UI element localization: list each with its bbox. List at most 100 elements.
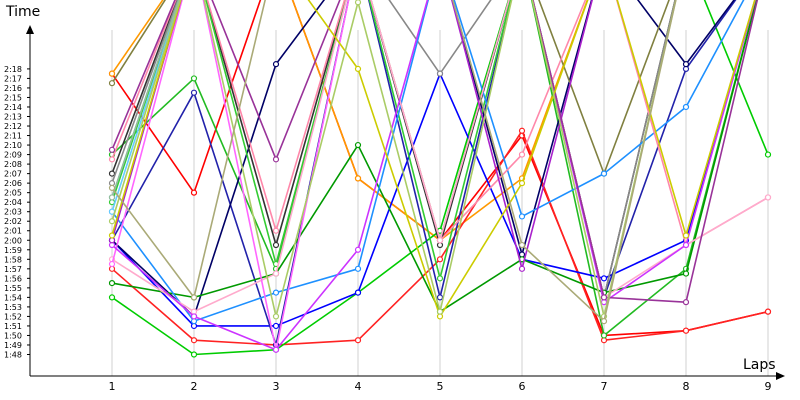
y-tick-label: 1:50 [4, 331, 22, 340]
y-axis-arrow-icon [26, 25, 34, 34]
data-point [682, 232, 690, 239]
data-point [354, 265, 362, 272]
x-tick-label: 5 [437, 380, 444, 393]
axes: Time Laps [5, 4, 785, 380]
series-26 [108, 0, 677, 325]
x-tick-label: 4 [355, 380, 362, 393]
y-tick-label: 2:06 [4, 179, 22, 188]
data-point [436, 308, 444, 315]
y-tick-label: 2:02 [4, 217, 22, 226]
data-point [108, 156, 116, 163]
x-tick-label: 6 [519, 380, 526, 393]
data-point [190, 351, 198, 358]
y-tick-label: 2:04 [4, 198, 22, 207]
data-point [108, 146, 116, 153]
data-point [108, 80, 116, 87]
data-point [108, 280, 116, 287]
x-tick-labels: 1 2 3 4 5 6 7 8 9 [109, 380, 772, 393]
y-tick-label: 2:08 [4, 160, 22, 169]
data-point [108, 170, 116, 177]
y-tick-label: 1:56 [4, 274, 22, 283]
data-point [436, 294, 444, 301]
data-point [272, 289, 280, 296]
data-point [354, 141, 362, 149]
data-point [190, 89, 198, 96]
data-point [190, 189, 198, 196]
data-point [354, 65, 362, 73]
y-tick-label: 2:07 [4, 170, 22, 179]
y-tick-label: 1:51 [4, 322, 22, 331]
series-23 [108, 0, 756, 320]
y-tick-label: 1:54 [4, 293, 22, 302]
data-point [436, 256, 444, 263]
data-point [272, 322, 280, 330]
data-point [108, 232, 116, 239]
y-tick-label: 2:14 [4, 103, 22, 112]
y-tick-label: 1:49 [4, 341, 22, 350]
data-point [600, 294, 608, 301]
series-line [111, 0, 670, 175]
data-point [682, 241, 690, 249]
data-point [108, 294, 116, 301]
series-line [111, 0, 350, 351]
data-point [682, 103, 690, 111]
y-tick-label: 2:16 [4, 84, 22, 93]
y-tick-label: 2:09 [4, 151, 22, 160]
data-point [682, 299, 690, 306]
data-point [108, 218, 116, 225]
series-25 [108, 0, 180, 201]
y-tick-label: 2:15 [4, 93, 22, 102]
grid [111, 30, 769, 376]
y-tick-label: 2:13 [4, 113, 22, 122]
data-point [190, 75, 198, 82]
y-tick-label: 2:18 [4, 65, 22, 74]
y-tick-label: 2:17 [4, 74, 22, 83]
data-point [436, 275, 444, 282]
data-point [354, 337, 362, 344]
series-21 [108, 0, 593, 272]
y-tick-label: 1:52 [4, 312, 22, 321]
y-tick-label: 1:58 [4, 255, 22, 264]
y-axis-title: Time [5, 4, 40, 20]
data-point [600, 170, 608, 177]
data-point [682, 61, 690, 68]
data-point [272, 241, 280, 249]
series-line [111, 0, 759, 303]
series-line [111, 0, 677, 322]
data-point [682, 270, 690, 277]
y-tick-labels: 1:481:491:501:511:521:531:541:551:561:57… [4, 65, 30, 360]
y-tick-label: 2:10 [4, 141, 22, 150]
y-tick-label: 2:03 [4, 208, 22, 217]
x-tick-label: 7 [601, 380, 608, 393]
series-10 [108, 0, 676, 301]
data-point [354, 0, 362, 6]
y-tick-label: 1:48 [4, 351, 22, 360]
series-22 [108, 0, 759, 306]
data-point [518, 265, 526, 272]
y-tick-label: 1:59 [4, 246, 22, 255]
data-point [518, 180, 526, 187]
data-point [518, 213, 526, 220]
data-point [354, 246, 362, 253]
data-point [108, 194, 116, 201]
data-point [436, 70, 444, 77]
x-axis-title: Laps [743, 357, 776, 373]
data-point [518, 151, 526, 158]
data-point [272, 227, 280, 234]
data-point [108, 260, 116, 268]
data-point [190, 294, 198, 301]
x-tick-label: 1 [109, 380, 116, 393]
y-tick-label: 2:12 [4, 122, 22, 131]
data-point [272, 61, 280, 68]
data-point [354, 289, 362, 296]
data-point [190, 313, 198, 320]
data-point [436, 237, 444, 244]
y-tick-label: 1:57 [4, 265, 22, 274]
data-point [764, 151, 772, 158]
y-tick-label: 1:53 [4, 303, 22, 312]
y-tick-label: 1:55 [4, 284, 22, 293]
y-tick-label: 2:05 [4, 189, 22, 198]
data-point [272, 313, 280, 320]
data-point [272, 270, 280, 277]
